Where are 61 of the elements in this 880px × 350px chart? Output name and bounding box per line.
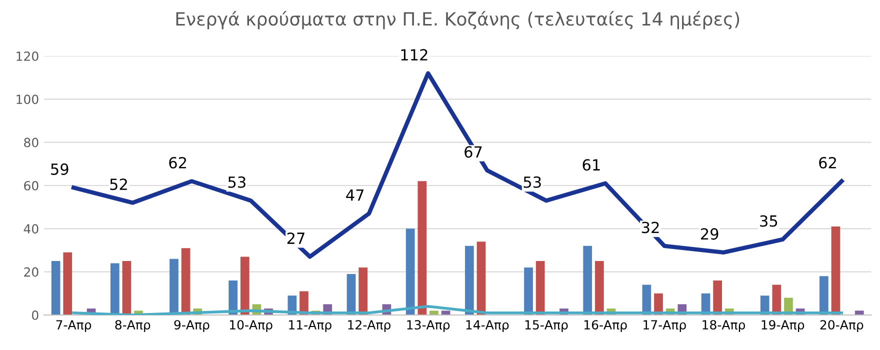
bar <box>831 226 840 315</box>
line-series <box>71 71 844 259</box>
data-label: 32 <box>642 222 659 234</box>
data-label: 112 <box>401 49 428 60</box>
bar <box>418 181 427 315</box>
data-label: 35 <box>760 215 778 227</box>
y-tick-label: 20 <box>24 267 38 277</box>
bar <box>122 261 132 315</box>
x-tick-label: 12-Απρ <box>348 320 390 332</box>
bar <box>181 248 190 315</box>
data-label: 53 <box>228 176 246 188</box>
x-tick-label: 9-Απρ <box>174 320 210 332</box>
bar <box>63 252 72 315</box>
data-label: 59 <box>51 163 68 175</box>
bar <box>713 280 722 315</box>
x-tick-label: 19-Απρ <box>762 320 804 332</box>
y-tick-label: 0 <box>32 310 38 320</box>
data-label: 29 <box>700 228 718 240</box>
bar <box>51 261 60 315</box>
x-tick-label: 7-Απρ <box>56 320 92 332</box>
bar <box>228 280 238 315</box>
x-tick-label: 8-Απρ <box>115 320 150 332</box>
bar <box>464 246 474 315</box>
bar <box>642 284 652 315</box>
bar <box>110 263 120 315</box>
x-tick-label: 13-Απρ <box>407 320 450 332</box>
x-tick-label: 14-Απρ <box>466 320 509 332</box>
x-tick-label: 10-Απρ <box>230 320 272 332</box>
y-tick-label: 60 <box>24 180 38 190</box>
bar <box>430 310 438 315</box>
data-label: 67 <box>464 146 482 158</box>
bar <box>476 242 486 315</box>
y-tick-label: 40 <box>24 224 38 234</box>
x-tick-label: 20-Απρ <box>820 320 864 332</box>
x-tick-label: 16-Απρ <box>584 320 627 332</box>
bar <box>406 228 415 315</box>
line-series <box>72 304 844 315</box>
bar <box>820 276 828 315</box>
bar <box>240 256 250 315</box>
data-label: 61 <box>582 159 600 171</box>
bar <box>524 268 533 315</box>
bar <box>772 284 782 315</box>
chart-title: Ενεργά κρούσματα στην Π.Ε. Κοζάνης (τελευταίες 14 ημέρες) <box>176 11 740 30</box>
bar <box>536 261 545 315</box>
x-tick-label: 18-Απρ <box>702 320 746 332</box>
data-label: 62 <box>819 156 836 168</box>
x-tick-label: 15-Απρ <box>525 320 568 332</box>
data-label: 62 <box>169 156 186 168</box>
y-tick-label: 100 <box>16 94 38 104</box>
x-tick-label: 17-Απρ <box>644 320 686 332</box>
bar <box>854 310 864 315</box>
data-label: 47 <box>346 190 364 201</box>
bar <box>583 246 592 315</box>
y-tick-label: 120 <box>16 51 38 61</box>
data-label: 52 <box>110 178 127 190</box>
x-tick-label: 11-Απρ <box>289 320 332 332</box>
bar <box>358 268 368 315</box>
data-label: 27 <box>287 232 304 244</box>
data-label: 53 <box>524 176 541 188</box>
y-tick-label: 80 <box>24 138 38 148</box>
bar <box>594 261 604 315</box>
